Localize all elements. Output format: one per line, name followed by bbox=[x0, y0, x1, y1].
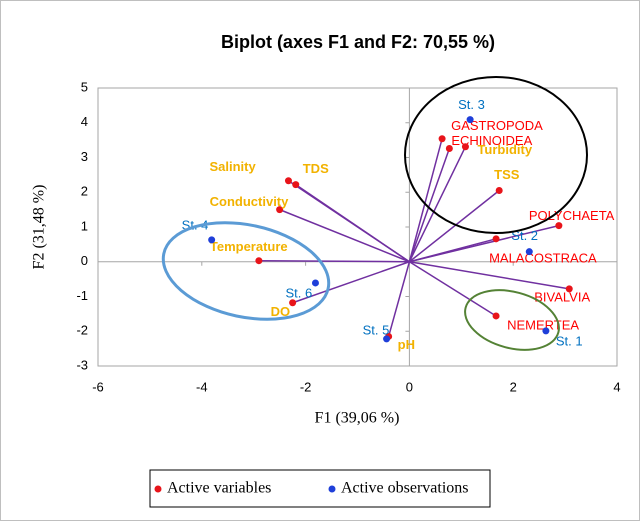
point-label: TDS bbox=[303, 161, 329, 176]
legend-entries: Active variables Active observations bbox=[154, 480, 469, 497]
loading-vector bbox=[292, 261, 410, 304]
chart-title: Biplot (axes F1 and F2: 70,55 %) bbox=[221, 32, 495, 52]
point bbox=[542, 327, 550, 335]
point bbox=[445, 144, 453, 152]
point-label: St. 3 bbox=[458, 97, 485, 112]
point-label: Temperature bbox=[210, 239, 288, 254]
loading-vector bbox=[409, 261, 497, 317]
loading-vector bbox=[408, 146, 467, 263]
point bbox=[555, 222, 563, 230]
point bbox=[438, 135, 446, 143]
x-tick-label: 4 bbox=[613, 379, 620, 394]
point-label: GASTROPODA bbox=[451, 118, 543, 133]
point bbox=[276, 206, 284, 214]
legend bbox=[149, 469, 491, 508]
point bbox=[461, 143, 469, 151]
plot-area: -6 -4 -2 0 2 4 -3 -2 -1 0 1 2 3 4 5 GASTROPODAECHINOIDE… bbox=[76, 79, 620, 394]
x-tick-label: -6 bbox=[92, 379, 104, 394]
point-label: St. 6 bbox=[285, 285, 312, 300]
y-tick-label: -1 bbox=[76, 288, 88, 303]
loading-vector bbox=[409, 238, 497, 263]
cluster-ellipse bbox=[464, 289, 560, 351]
legend-label: Active variables bbox=[167, 480, 271, 497]
point bbox=[525, 248, 533, 256]
loading-vector bbox=[279, 208, 410, 263]
x-tick-label: 2 bbox=[510, 379, 517, 394]
point bbox=[492, 235, 500, 243]
point-label: NEMERTEA bbox=[507, 317, 579, 332]
point-label: St. 5 bbox=[363, 322, 390, 337]
x-tick-label: -2 bbox=[300, 379, 312, 394]
point-label: DO bbox=[271, 304, 291, 319]
legend-marker bbox=[328, 485, 336, 493]
point bbox=[289, 299, 297, 307]
x-tick-label: -4 bbox=[196, 379, 208, 394]
y-tick-label: 1 bbox=[81, 218, 88, 233]
loading-vector bbox=[408, 138, 443, 262]
point bbox=[565, 285, 573, 293]
y-tick-label: 2 bbox=[81, 184, 88, 199]
cluster-ellipse bbox=[404, 76, 588, 234]
point bbox=[466, 116, 474, 124]
point-label: St. 1 bbox=[556, 333, 583, 348]
point-label: ECHINOIDEA bbox=[451, 133, 532, 148]
point bbox=[255, 257, 263, 265]
cluster-ellipse bbox=[161, 221, 331, 321]
point-label: BIVALVIA bbox=[534, 289, 590, 304]
x-axis-label: F1 (39,06 %) bbox=[315, 410, 400, 427]
point bbox=[292, 181, 300, 189]
point-label: pH bbox=[398, 337, 415, 352]
point bbox=[208, 236, 216, 244]
point-label: Conductivity bbox=[210, 194, 289, 209]
y-axis-label: F2 (31,48 %) bbox=[31, 185, 48, 270]
y-tick-label: 3 bbox=[81, 149, 88, 164]
legend-label: Active observations bbox=[341, 480, 469, 497]
point bbox=[284, 177, 292, 185]
x-tick-label: 0 bbox=[406, 379, 413, 394]
point-label: TSS bbox=[494, 167, 520, 182]
y-tick-label: 4 bbox=[81, 114, 88, 129]
point bbox=[383, 335, 391, 343]
point-label: POLYCHAETA bbox=[529, 208, 615, 223]
loading-vector bbox=[409, 261, 570, 290]
loading-vector bbox=[408, 189, 500, 263]
point-label: Salinity bbox=[209, 159, 256, 174]
plot-border bbox=[97, 87, 618, 367]
legend-marker bbox=[154, 485, 162, 493]
loading-vector bbox=[408, 148, 451, 262]
point bbox=[311, 279, 319, 287]
point-label: St. 2 bbox=[511, 228, 538, 243]
y-tick-label: 5 bbox=[81, 79, 88, 94]
y-tick-label: 0 bbox=[81, 253, 88, 268]
loading-vector bbox=[258, 259, 410, 263]
loading-vector bbox=[295, 183, 410, 263]
point-label: Turbidity bbox=[477, 142, 532, 157]
point-label: MALACOSTRACA bbox=[489, 250, 597, 265]
point bbox=[495, 187, 503, 195]
point bbox=[492, 312, 500, 320]
y-tick-label: -2 bbox=[76, 323, 88, 338]
loading-vector bbox=[387, 261, 411, 337]
y-tick-label: -3 bbox=[76, 357, 88, 372]
